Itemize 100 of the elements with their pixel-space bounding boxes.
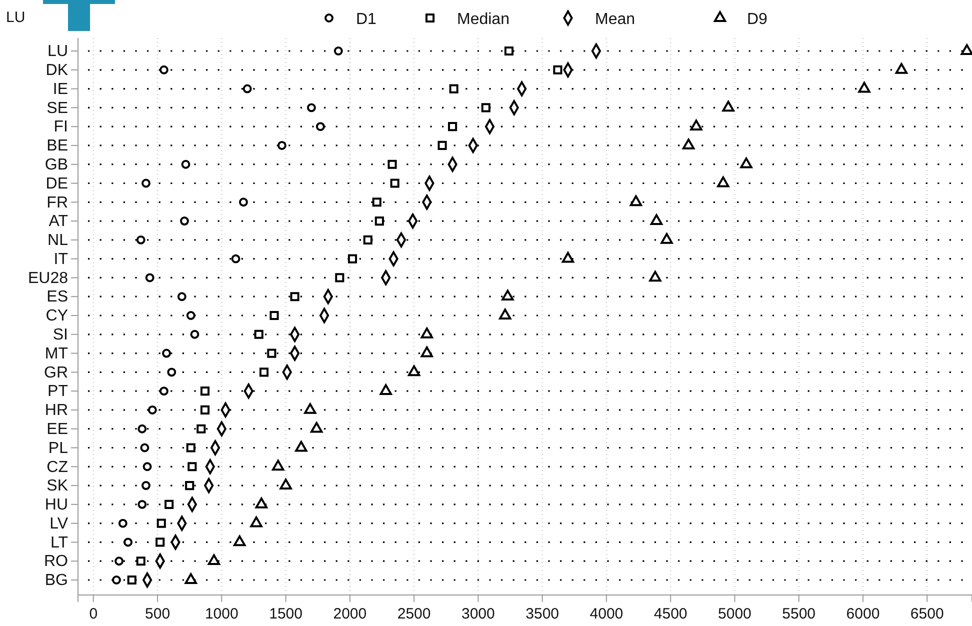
y-tick-label: MT — [44, 345, 68, 362]
point — [136, 235, 146, 244]
point — [156, 538, 165, 547]
point — [960, 44, 972, 55]
point — [374, 216, 384, 226]
point — [185, 481, 194, 490]
point — [858, 82, 870, 93]
point — [363, 235, 372, 244]
y-tick-label: SK — [46, 478, 68, 495]
point — [717, 176, 730, 188]
x-tick-label: 0 — [89, 606, 98, 623]
y-tick-label: CY — [46, 308, 68, 325]
y-tick-label: CZ — [46, 458, 68, 476]
point — [159, 65, 168, 74]
point — [254, 330, 264, 339]
y-tick-label: BE — [46, 138, 68, 155]
x-tick-label: 4500 — [654, 606, 688, 623]
point — [270, 310, 279, 320]
y-tick-label: EE — [46, 420, 68, 438]
point — [136, 556, 146, 566]
x-tick-label: 2500 — [397, 606, 431, 623]
point — [690, 120, 702, 131]
point — [234, 535, 246, 546]
point — [295, 440, 308, 452]
y-tick-label: FR — [46, 194, 68, 212]
point — [448, 122, 458, 132]
y-tick-label: LU — [48, 43, 68, 60]
point — [255, 498, 268, 508]
point — [740, 157, 752, 168]
point — [142, 462, 152, 472]
point — [449, 84, 458, 94]
y-tick-label: IE — [52, 80, 68, 98]
point — [138, 500, 147, 509]
point — [372, 198, 382, 207]
point — [124, 538, 132, 547]
x-tick-label: 1000 — [204, 606, 238, 623]
point — [208, 554, 220, 566]
point — [156, 518, 166, 528]
point — [114, 556, 124, 566]
point — [142, 178, 150, 188]
point — [242, 84, 252, 94]
point — [277, 140, 286, 150]
x-tick-label: 6500 — [910, 606, 944, 623]
point — [316, 122, 325, 132]
point — [267, 348, 276, 358]
y-tick-label: SI — [52, 326, 68, 344]
point — [180, 216, 189, 226]
point — [200, 386, 210, 396]
y-tick-label: NL — [48, 232, 68, 250]
point — [334, 46, 343, 56]
x-tick-label: 2000 — [333, 606, 367, 623]
point — [177, 292, 186, 302]
point — [649, 270, 662, 282]
point — [159, 386, 168, 396]
point — [502, 290, 514, 301]
y-tick-label: LT — [50, 534, 68, 552]
x-tick-label: 500 — [145, 606, 170, 623]
point — [272, 460, 284, 471]
x-tick-label: 3000 — [461, 606, 495, 623]
point — [310, 422, 323, 433]
point — [562, 252, 574, 263]
point — [380, 384, 392, 396]
point — [190, 330, 200, 339]
point — [348, 254, 358, 264]
y-tick-label: RO — [44, 553, 68, 570]
legend-label: Mean — [595, 11, 636, 28]
x-tick-label: 3500 — [526, 606, 560, 623]
point — [895, 63, 908, 74]
point — [162, 348, 171, 358]
y-tick-label: LV — [50, 515, 68, 532]
point — [504, 46, 514, 56]
legend-label: D9 — [747, 11, 768, 28]
point — [118, 518, 128, 528]
y-tick-label: AT — [48, 213, 68, 230]
point — [186, 443, 196, 452]
y-tick-label: BG — [44, 572, 68, 590]
point — [388, 160, 397, 169]
x-tick-label: 5000 — [718, 606, 752, 623]
point — [181, 160, 190, 169]
point — [290, 292, 300, 302]
point — [200, 405, 210, 414]
point — [390, 178, 400, 188]
legend-label: Median — [457, 11, 510, 28]
y-tick-label: GR — [44, 364, 68, 382]
y-tick-label: DE — [46, 175, 68, 192]
y-tick-label: GB — [44, 156, 68, 174]
y-tick-label: HR — [44, 402, 68, 420]
point — [553, 65, 562, 74]
y-tick-label: IT — [54, 250, 68, 268]
point — [184, 573, 197, 584]
point — [306, 103, 316, 112]
point — [650, 214, 663, 225]
point — [148, 405, 157, 414]
point — [127, 575, 136, 585]
point — [167, 368, 176, 377]
point — [164, 500, 174, 509]
point — [188, 462, 197, 472]
point — [259, 368, 269, 377]
point — [196, 424, 206, 434]
point — [304, 403, 316, 414]
